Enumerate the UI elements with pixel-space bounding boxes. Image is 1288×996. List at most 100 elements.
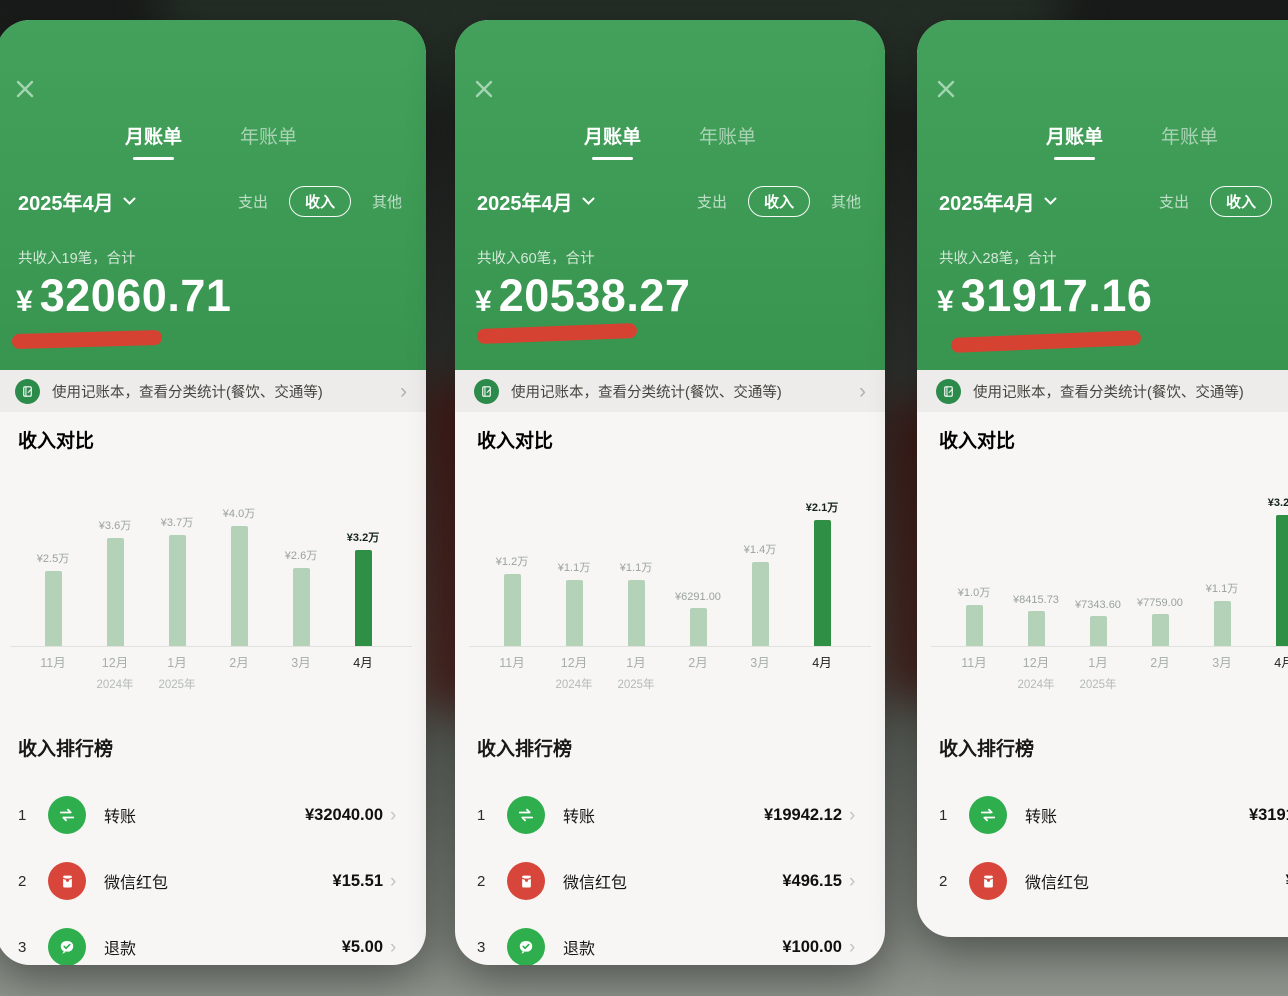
rank-amount: ¥31917 <box>1248 805 1288 824</box>
close-icon[interactable] <box>14 78 48 112</box>
bar <box>44 571 62 646</box>
ranking-row-refund[interactable]: 3 退款 ¥5.00 › <box>0 914 426 965</box>
tab-yearly-bill[interactable]: 年账单 <box>1161 127 1219 148</box>
x-axis-month: 1月 <box>1088 656 1108 670</box>
filter-income-selected[interactable]: 收入 <box>1209 186 1272 217</box>
bar-value-label: ¥2.5万 <box>36 553 70 565</box>
x-axis-year: 2024年 <box>555 679 593 691</box>
chart-bar-group[interactable]: ¥7343.60 <box>1067 599 1129 646</box>
chart-bar-group[interactable]: ¥3.2万 <box>1253 494 1288 646</box>
rank-number: 2 <box>939 872 948 890</box>
chart-bar-group[interactable]: ¥1.0万 <box>943 584 1005 646</box>
chart-bar-group[interactable]: ¥2.5万 <box>22 550 84 646</box>
banner-text: 使用记账本，查看分类统计(餐饮、交通等) <box>52 384 323 401</box>
chart-bar-group[interactable]: ¥1.1万 <box>605 559 667 646</box>
chart-bar-group[interactable]: ¥1.2万 <box>481 553 543 646</box>
chart-bar-group[interactable]: ¥6291.00 <box>667 591 729 646</box>
x-axis-year: 2025年 <box>1079 679 1117 691</box>
filter-expense[interactable]: 支出 <box>1158 194 1189 211</box>
filter-other[interactable]: 其他 <box>830 194 861 211</box>
close-icon[interactable] <box>935 78 969 112</box>
bar <box>230 526 248 646</box>
bill-screenshot-panel-2: 月账单 年账单 2025年4月 支出 收入 其他 共收入60笔，合计 ¥ 205… <box>455 20 885 965</box>
filter-expense[interactable]: 支出 <box>237 194 268 211</box>
x-axis-month: 12月 <box>1022 656 1050 670</box>
income-ranking-list: 1 转账 ¥32040.00 › 2 微信红包 ¥15.51 › 3 退款 ¥5… <box>0 782 426 965</box>
bill-tabs: 月账单 年账单 <box>0 122 426 160</box>
chevron-right-icon: › <box>849 936 856 958</box>
income-comparison-title: 收入对比 <box>939 431 1016 452</box>
filter-other[interactable]: 其他 <box>371 194 402 211</box>
chevron-down-icon <box>123 197 136 205</box>
chevron-right-icon: › <box>849 804 856 826</box>
close-icon[interactable] <box>473 78 507 112</box>
ranking-row-red-packet[interactable]: 2 微信红包 ¥0 › <box>917 848 1288 914</box>
filter-expense[interactable]: 支出 <box>696 194 727 211</box>
ledger-banner[interactable]: 使用记账本，查看分类统计(餐饮、交通等) › <box>455 370 885 412</box>
ranking-row-red-packet[interactable]: 2 微信红包 ¥496.15 › <box>455 848 885 914</box>
ledger-icon <box>936 378 961 404</box>
bar-value-label: ¥1.4万 <box>743 544 777 556</box>
chevron-right-icon: › <box>849 870 856 892</box>
chart-bar-group[interactable]: ¥3.7万 <box>146 514 208 646</box>
chart-bar-group[interactable]: ¥8415.73 <box>1005 594 1067 646</box>
month-selector[interactable]: 2025年4月 <box>939 187 1057 216</box>
bill-tabs: 月账单 年账单 <box>455 122 885 160</box>
bar-value-label: ¥8415.73 <box>1013 594 1059 606</box>
rank-label: 退款 <box>563 941 596 958</box>
type-filters: 支出 收入 其他 <box>238 186 402 217</box>
ledger-banner[interactable]: 使用记账本，查看分类统计(餐饮、交通等) › <box>0 370 426 412</box>
bar-value-label: ¥3.7万 <box>160 517 194 529</box>
tab-monthly-bill[interactable]: 月账单 <box>125 122 182 160</box>
x-axis-month: 2月 <box>1150 656 1170 670</box>
month-selector-label: 2025年4月 <box>18 193 114 215</box>
ranking-row-transfer[interactable]: 1 转账 ¥31917 › <box>917 782 1288 848</box>
chart-bar-group[interactable]: ¥3.6万 <box>84 517 146 646</box>
chart-bar-group[interactable]: ¥1.4万 <box>729 541 791 646</box>
x-axis-year: 2025年 <box>617 679 655 691</box>
tab-yearly-bill[interactable]: 年账单 <box>699 127 757 148</box>
bill-header: 月账单 年账单 2025年4月 支出 收入 其他 共收入28笔，合计 ¥ 319… <box>917 20 1288 370</box>
chart-bar-group[interactable]: ¥3.2万 <box>332 529 394 646</box>
chart-bar-group[interactable]: ¥4.0万 <box>208 505 270 646</box>
income-ranking-title: 收入排行榜 <box>477 739 573 760</box>
rank-number: 1 <box>477 806 486 824</box>
ranking-row-transfer[interactable]: 1 转账 ¥19942.12 › <box>455 782 885 848</box>
x-axis-month: 11月 <box>40 656 66 670</box>
ranking-row-transfer[interactable]: 1 转账 ¥32040.00 › <box>0 782 426 848</box>
bill-screenshot-panel-1: 月账单 年账单 2025年4月 支出 收入 其他 共收入19笔，合计 ¥ 320… <box>0 20 426 965</box>
bar-value-label: ¥7759.00 <box>1137 597 1183 609</box>
filter-income-selected[interactable]: 收入 <box>747 186 810 217</box>
chart-bar-group[interactable]: ¥2.1万 <box>791 499 853 646</box>
bar <box>292 568 310 646</box>
month-selector[interactable]: 2025年4月 <box>477 187 595 216</box>
bar <box>689 608 707 646</box>
filter-income-selected[interactable]: 收入 <box>288 186 351 217</box>
ranking-row-red-packet[interactable]: 2 微信红包 ¥15.51 › <box>0 848 426 914</box>
chart-bar-group[interactable]: ¥1.1万 <box>543 559 605 646</box>
bar-value-label: ¥2.1万 <box>805 502 839 514</box>
tab-yearly-bill[interactable]: 年账单 <box>240 127 298 148</box>
bar <box>1275 515 1288 646</box>
refund-icon <box>48 928 86 965</box>
bill-header: 月账单 年账单 2025年4月 支出 收入 其他 共收入60笔，合计 ¥ 205… <box>455 20 885 370</box>
banner-text: 使用记账本，查看分类统计(餐饮、交通等) <box>511 384 782 401</box>
month-selector[interactable]: 2025年4月 <box>18 187 136 216</box>
ranking-row-refund[interactable]: 3 退款 ¥100.00 › <box>455 914 885 965</box>
banner-text: 使用记账本，查看分类统计(餐饮、交通等) <box>973 384 1244 401</box>
bar-value-label: ¥2.6万 <box>284 550 318 562</box>
currency-symbol: ¥ <box>937 285 954 318</box>
chevron-right-icon: › <box>390 936 397 958</box>
ledger-banner[interactable]: 使用记账本，查看分类统计(餐饮、交通等) › <box>917 370 1288 412</box>
x-axis-year: 2024年 <box>96 679 134 691</box>
bar <box>354 550 372 646</box>
income-summary: 共收入60笔，合计 <box>477 251 595 267</box>
chart-bar-group[interactable]: ¥1.1万 <box>1191 580 1253 646</box>
chart-bar-group[interactable]: ¥7759.00 <box>1129 597 1191 646</box>
ledger-icon <box>15 378 40 404</box>
x-axis-month: 1月 <box>167 656 187 670</box>
tab-monthly-bill[interactable]: 月账单 <box>1046 122 1103 160</box>
tab-monthly-bill[interactable]: 月账单 <box>584 122 641 160</box>
chart-bar-group[interactable]: ¥2.6万 <box>270 547 332 646</box>
